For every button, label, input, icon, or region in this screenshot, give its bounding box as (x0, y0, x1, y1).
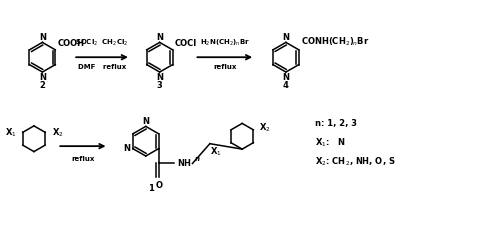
Text: n: n (194, 156, 200, 161)
Text: X$_1$: X$_1$ (4, 126, 16, 139)
Text: reflux: reflux (213, 64, 236, 70)
Text: H$_2$N(CH$_2$)$_n$Br: H$_2$N(CH$_2$)$_n$Br (200, 38, 250, 48)
Text: N: N (282, 73, 290, 81)
Text: X$_2$: CH$_2$, NH, O, S: X$_2$: CH$_2$, NH, O, S (314, 155, 396, 168)
Text: 4: 4 (283, 81, 289, 90)
Text: DMF   reflux: DMF reflux (78, 64, 126, 70)
Text: O: O (155, 181, 162, 190)
Text: N: N (39, 73, 46, 81)
Text: X$_1$:   N: X$_1$: N (314, 136, 346, 149)
Text: N: N (156, 33, 163, 42)
Text: CONH(CH$_2$)$_n$Br: CONH(CH$_2$)$_n$Br (301, 35, 370, 48)
Text: N: N (39, 33, 46, 42)
Text: X$_2$: X$_2$ (260, 122, 271, 134)
Text: 3: 3 (157, 81, 162, 90)
Text: N: N (156, 73, 163, 81)
Text: n: 1, 2, 3: n: 1, 2, 3 (314, 119, 356, 128)
Text: X$_2$: X$_2$ (52, 126, 64, 139)
Text: 2: 2 (40, 81, 46, 90)
Text: 1: 1 (148, 184, 154, 193)
Text: NH: NH (178, 159, 192, 168)
Text: COOH: COOH (58, 39, 84, 48)
Text: X$_1$: X$_1$ (210, 146, 222, 158)
Text: N: N (142, 117, 150, 126)
Text: N: N (124, 144, 130, 153)
Text: reflux: reflux (71, 156, 94, 162)
Text: COCl: COCl (174, 39, 197, 48)
Text: SOCl$_2$  CH$_2$Cl$_2$: SOCl$_2$ CH$_2$Cl$_2$ (76, 38, 128, 48)
Text: N: N (282, 33, 290, 42)
